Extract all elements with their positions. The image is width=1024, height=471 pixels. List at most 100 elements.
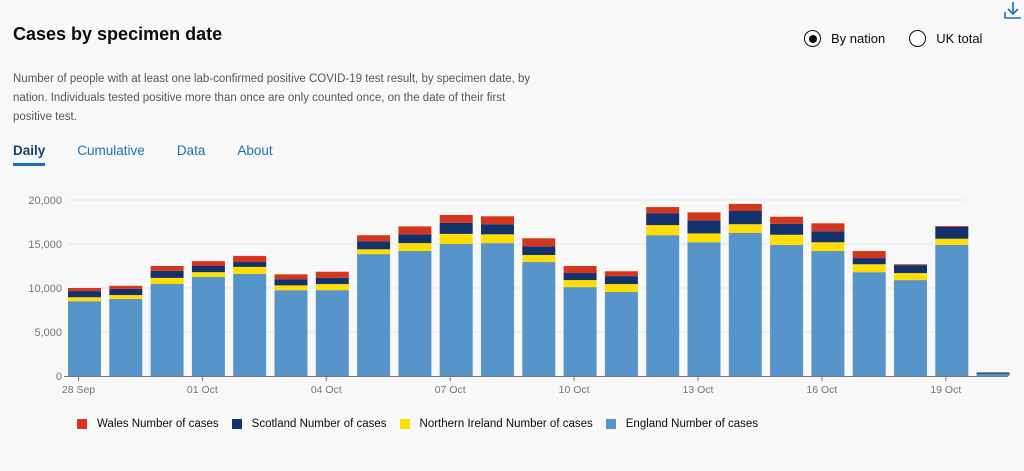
stacked-bar-chart: 0 5,000 10,000 15,000 20,000 28 Sep 01 Oct 04 O… (28, 195, 1010, 396)
bar-segment (68, 297, 101, 302)
bar-segment (481, 216, 514, 225)
chart-tabs: Daily Cumulative Data About (13, 143, 305, 166)
bar-segment (728, 224, 762, 233)
bar-segment (68, 288, 101, 292)
bar-segment (935, 244, 969, 376)
radio-uk-total[interactable]: UK total (909, 30, 982, 47)
x-tick-label: 07 Oct (435, 384, 466, 396)
radio-unselected-icon[interactable] (909, 30, 927, 47)
bar-segment (357, 235, 391, 242)
x-tick-label: 16 Oct (806, 384, 837, 396)
bar-segment (770, 244, 804, 376)
bar-segment (687, 212, 721, 221)
bar-segment (109, 299, 143, 376)
x-tick-label: 28 Sep (62, 384, 95, 396)
bar-segment (150, 270, 184, 278)
bar-segment (481, 234, 514, 244)
legend-item-northern-ireland[interactable]: Northern Ireland Number of cases (399, 418, 593, 430)
legend-item-scotland[interactable]: Scotland Number of cases (231, 418, 387, 430)
bar-segment (191, 277, 225, 376)
y-tick-label: 20,000 (28, 195, 62, 207)
bar-segment (274, 274, 308, 280)
bar-segment (604, 276, 638, 285)
bar-segment (976, 372, 1010, 374)
legend-label: Scotland Number of cases (251, 418, 387, 430)
x-tick-label: 04 Oct (311, 384, 342, 396)
bar-segment (68, 301, 101, 376)
radio-by-nation[interactable]: By nation (804, 30, 885, 47)
legend-label: Wales Number of cases (97, 418, 219, 430)
radio-selected-icon[interactable] (804, 30, 821, 47)
bar-segment (398, 226, 432, 235)
bar-segment (150, 277, 184, 285)
bar-segment (398, 234, 432, 244)
bar-segment (894, 264, 927, 266)
page-title: Cases by specimen date (13, 24, 223, 44)
bar-segment (852, 251, 886, 259)
tab-data[interactable]: Data (176, 143, 206, 158)
bar-segment (687, 220, 721, 234)
bar-segment (439, 214, 473, 223)
bar-segment (935, 238, 969, 245)
bar-segment (191, 261, 225, 266)
legend-item-wales[interactable]: Wales Number of cases (77, 418, 219, 430)
bar-segment (935, 226, 969, 239)
x-tick-label: 01 Oct (187, 384, 218, 396)
radio-label: UK total (936, 31, 983, 46)
bar-segment (604, 271, 638, 277)
bar-segment (191, 272, 225, 277)
tab-daily[interactable]: Daily (13, 143, 46, 166)
bar-segment (852, 264, 886, 273)
bar-segment (150, 284, 184, 376)
bar-segment (646, 207, 680, 214)
bar-segment (522, 255, 556, 263)
bar-segment (357, 254, 391, 376)
bar-segment (935, 225, 969, 227)
y-tick-label: 5,000 (34, 327, 62, 339)
bar-segment (687, 233, 721, 243)
bar-segment (563, 273, 597, 281)
bar-segment (315, 277, 349, 285)
bar-segment (109, 295, 143, 299)
bar-segment (894, 265, 927, 274)
bar-segment (563, 287, 597, 376)
bar-segment (852, 258, 886, 265)
legend-swatch (605, 419, 616, 429)
bar-segment (274, 279, 308, 286)
bar-segment (811, 231, 845, 243)
bar-segment (109, 285, 143, 289)
tab-about[interactable]: About (237, 143, 273, 158)
bar-segment (439, 244, 473, 376)
download-icon[interactable] (1003, 0, 1024, 22)
bar-segment (728, 203, 762, 211)
x-tick-label: 19 Oct (930, 384, 961, 396)
bar-segment (728, 233, 762, 376)
bar-segment (191, 266, 225, 273)
chart-description: Number of people with at least one lab-c… (13, 73, 531, 123)
bar-segment (109, 288, 143, 296)
bar-segment (894, 273, 927, 281)
legend-item-england[interactable]: England Number of cases (605, 418, 758, 430)
legend-swatch (399, 419, 410, 429)
bar-segment (439, 222, 473, 234)
bar-segment (439, 233, 473, 244)
bar-segment (976, 373, 1010, 376)
bar-segment (315, 271, 349, 278)
bar-segment (150, 266, 184, 271)
tab-cumulative[interactable]: Cumulative (77, 143, 145, 158)
radio-label: By nation (831, 31, 886, 46)
bar-segment (687, 242, 721, 376)
bar-segment (522, 238, 556, 247)
bar-segment (646, 213, 680, 226)
bar-segment (522, 246, 556, 255)
x-tick-label: 10 Oct (559, 384, 590, 396)
bar-segment (811, 223, 845, 232)
legend-swatch (231, 419, 242, 429)
bar-segment (274, 290, 308, 376)
bar-segment (357, 249, 391, 255)
bar-segment (233, 262, 267, 267)
bar-segment (604, 284, 638, 292)
bar-segment (770, 234, 804, 245)
legend-swatch (77, 419, 87, 429)
y-tick-label: 0 (56, 371, 62, 383)
